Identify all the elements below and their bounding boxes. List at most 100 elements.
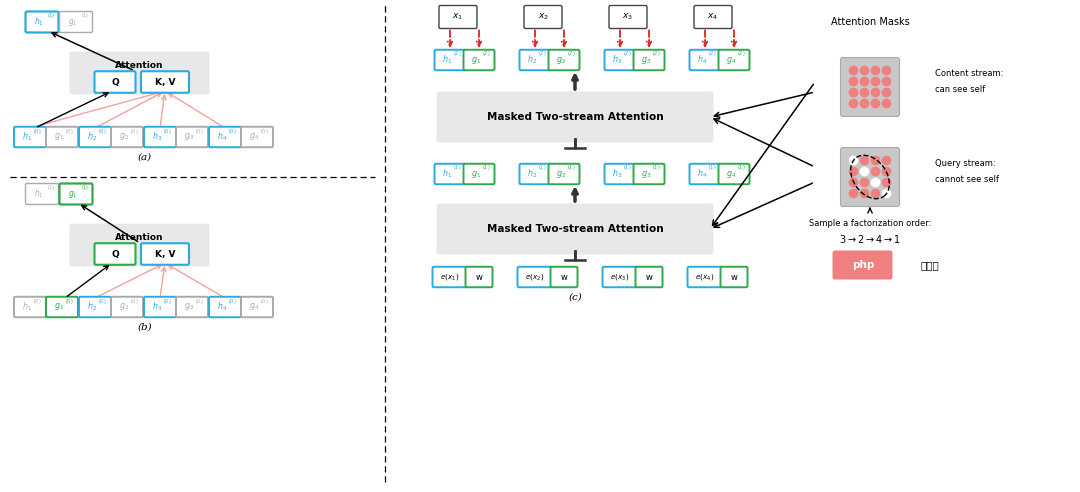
Text: $(1)$: $(1)$	[81, 183, 90, 192]
Text: $e(x_{4})$: $e(x_{4})$	[696, 272, 715, 282]
FancyBboxPatch shape	[46, 127, 78, 147]
Text: $(2)$: $(2)$	[707, 50, 716, 59]
Text: $g_{2}$: $g_{2}$	[556, 55, 567, 65]
FancyBboxPatch shape	[634, 164, 664, 184]
Text: $g_{1}$: $g_{1}$	[472, 55, 482, 65]
FancyBboxPatch shape	[436, 204, 714, 254]
FancyBboxPatch shape	[465, 267, 492, 287]
FancyBboxPatch shape	[434, 164, 465, 184]
FancyBboxPatch shape	[718, 50, 750, 70]
Text: $x_{1}$: $x_{1}$	[453, 12, 463, 22]
FancyBboxPatch shape	[26, 11, 58, 32]
FancyBboxPatch shape	[436, 92, 714, 143]
Text: K, V: K, V	[154, 78, 175, 87]
Text: $(0)$: $(0)$	[130, 126, 138, 135]
Text: $(1)$: $(1)$	[453, 163, 461, 173]
Text: $(2)$: $(2)$	[737, 50, 745, 59]
Circle shape	[849, 189, 858, 198]
FancyBboxPatch shape	[241, 297, 273, 317]
FancyBboxPatch shape	[46, 297, 78, 317]
Circle shape	[861, 66, 868, 75]
Circle shape	[872, 156, 880, 165]
FancyBboxPatch shape	[141, 243, 189, 265]
Text: $(1)$: $(1)$	[48, 11, 56, 20]
FancyBboxPatch shape	[79, 297, 111, 317]
Circle shape	[849, 77, 858, 86]
Text: $x_{3}$: $x_{3}$	[622, 12, 634, 22]
FancyBboxPatch shape	[434, 50, 465, 70]
Text: $g_{2}$: $g_{2}$	[120, 131, 130, 143]
Text: $(1)$: $(1)$	[81, 11, 90, 20]
Text: $h_{3}$: $h_{3}$	[612, 168, 622, 180]
Text: (a): (a)	[138, 153, 152, 161]
FancyBboxPatch shape	[14, 297, 46, 317]
FancyBboxPatch shape	[176, 127, 208, 147]
Circle shape	[872, 66, 880, 75]
Circle shape	[882, 77, 891, 86]
Text: $(1)$: $(1)$	[737, 163, 745, 173]
Text: $h_{4}$: $h_{4}$	[217, 301, 228, 313]
FancyBboxPatch shape	[549, 50, 580, 70]
FancyBboxPatch shape	[69, 223, 210, 267]
Text: Sample a factorization order:: Sample a factorization order:	[809, 219, 931, 228]
FancyBboxPatch shape	[517, 267, 553, 287]
FancyBboxPatch shape	[524, 5, 562, 29]
Text: Attention: Attention	[114, 62, 163, 70]
Text: $(2)$: $(2)$	[482, 50, 490, 59]
Text: $(1)$: $(1)$	[567, 163, 576, 173]
Text: $h_{2}$: $h_{2}$	[87, 301, 97, 313]
Text: $g_1$: $g_1$	[68, 17, 78, 28]
Circle shape	[849, 66, 858, 75]
Circle shape	[882, 99, 891, 108]
Text: $g_{3}$: $g_{3}$	[642, 55, 651, 65]
FancyBboxPatch shape	[463, 164, 495, 184]
Circle shape	[872, 99, 880, 108]
Text: $h_1$: $h_1$	[33, 16, 43, 28]
FancyBboxPatch shape	[519, 50, 551, 70]
FancyBboxPatch shape	[463, 50, 495, 70]
FancyBboxPatch shape	[688, 267, 723, 287]
FancyBboxPatch shape	[718, 164, 750, 184]
Text: $g_{4}$: $g_{4}$	[727, 168, 737, 180]
Text: 中文网: 中文网	[920, 260, 940, 270]
Text: Masked Two-stream Attention: Masked Two-stream Attention	[487, 112, 663, 122]
Text: $(1)$: $(1)$	[707, 163, 716, 173]
Text: Attention: Attention	[114, 234, 163, 243]
Text: $g_{4}$: $g_{4}$	[249, 302, 259, 312]
Text: Masked Two-stream Attention: Masked Two-stream Attention	[487, 224, 663, 234]
FancyBboxPatch shape	[26, 184, 58, 205]
Circle shape	[861, 167, 868, 176]
Text: $(0)$: $(0)$	[130, 297, 138, 306]
Text: $g_{3}$: $g_{3}$	[185, 302, 194, 312]
Text: w: w	[730, 273, 738, 281]
Text: cannot see self: cannot see self	[935, 175, 999, 184]
Text: $h_{3}$: $h_{3}$	[612, 54, 622, 66]
Text: $(0)$: $(0)$	[194, 297, 203, 306]
FancyBboxPatch shape	[176, 297, 208, 317]
FancyBboxPatch shape	[635, 267, 662, 287]
Text: w: w	[475, 273, 483, 281]
FancyBboxPatch shape	[605, 50, 635, 70]
FancyBboxPatch shape	[840, 148, 900, 207]
Circle shape	[882, 89, 891, 97]
Text: Content stream:: Content stream:	[935, 69, 1003, 79]
Text: $(1)$: $(1)$	[482, 163, 490, 173]
Circle shape	[849, 167, 858, 176]
Text: $g_{4}$: $g_{4}$	[249, 131, 259, 143]
Text: $h_{1}$: $h_{1}$	[23, 131, 32, 143]
Text: $h_{4}$: $h_{4}$	[698, 168, 707, 180]
Text: $(0)$: $(0)$	[97, 297, 106, 306]
Circle shape	[872, 89, 880, 97]
Text: $(0)$: $(0)$	[259, 126, 268, 135]
Circle shape	[861, 99, 868, 108]
FancyBboxPatch shape	[519, 164, 551, 184]
Circle shape	[861, 89, 868, 97]
Circle shape	[849, 178, 858, 186]
Text: $g_{1}$: $g_{1}$	[54, 131, 65, 143]
Text: $g_{3}$: $g_{3}$	[185, 131, 194, 143]
Circle shape	[861, 156, 868, 165]
FancyBboxPatch shape	[840, 58, 900, 117]
Text: $(0)$: $(0)$	[163, 126, 172, 135]
Text: $h_{3}$: $h_{3}$	[152, 131, 163, 143]
Text: $(1)$: $(1)$	[48, 183, 56, 192]
